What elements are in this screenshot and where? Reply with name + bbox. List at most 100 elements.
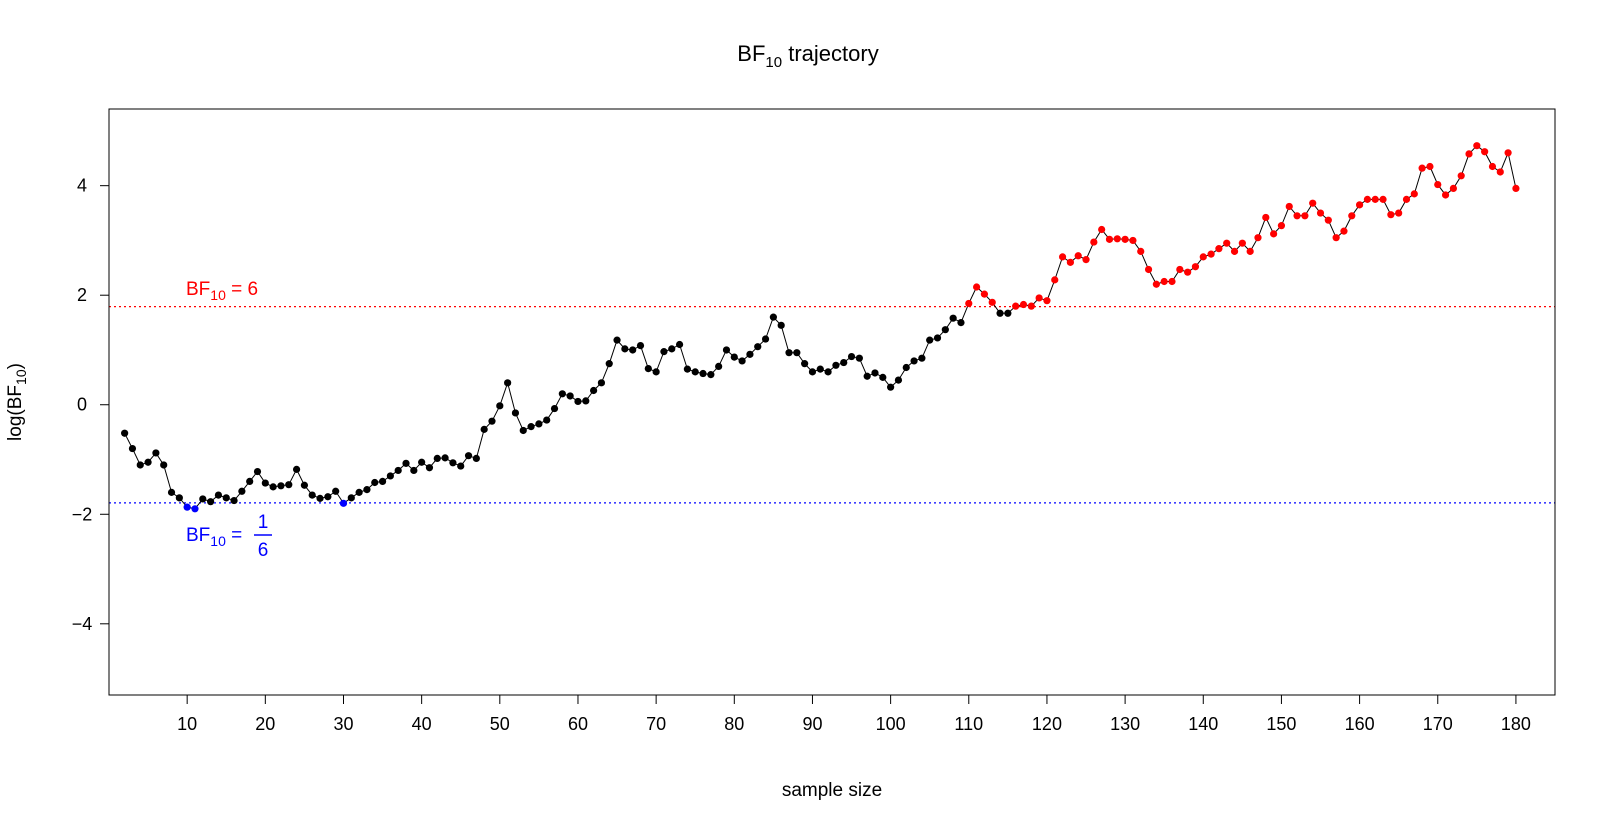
data-point [629,346,637,354]
data-point [1207,250,1215,258]
data-point [582,397,590,405]
data-point [1246,247,1254,255]
chart-title-subscript: 10 [765,54,782,71]
data-point [793,349,801,357]
chart-title: BF10 trajectory [737,41,878,71]
data-point [715,362,723,370]
data-point [1160,277,1168,286]
data-point [128,444,137,453]
data-point [433,454,441,463]
data-point [1113,235,1121,243]
data-point [292,465,301,473]
data-point [1465,150,1473,158]
lower-label-subscript: 10 [210,533,226,549]
data-point [1363,195,1372,203]
data-point [683,365,692,373]
data-point [1019,300,1028,309]
data-points [121,142,1520,513]
data-point [1152,280,1160,288]
x-tick-label: 60 [568,714,588,734]
x-tick-label: 130 [1110,714,1140,734]
data-point [339,499,348,507]
data-point [1043,297,1051,305]
data-point [1355,201,1364,209]
y-axis-label-after: ) [5,363,26,369]
data-point [980,290,989,298]
x-axis-label: sample size [782,780,882,801]
data-point [871,369,879,377]
data-point [418,458,426,466]
data-point [1129,236,1137,245]
data-point [1441,191,1450,199]
data-point [378,477,387,486]
data-point [1176,265,1184,274]
data-point [1004,309,1012,317]
y-axis: −4 −2 0 2 4 [72,176,110,634]
lower-label-numerator: 1 [258,512,269,533]
data-point [144,458,152,466]
data-point [550,404,559,413]
data-point [933,334,942,342]
data-point [941,326,949,334]
data-point [253,467,262,476]
data-point [1340,227,1348,235]
x-axis: 10 20 30 40 50 60 70 80 90 100 110 120 130 140 150 160 1… [177,694,1531,734]
data-point [566,392,574,400]
data-point [902,363,910,372]
data-point [285,481,293,489]
data-point [824,368,832,376]
data-point [441,454,449,462]
upper-threshold-label: BF10 = 6 [186,279,258,303]
data-point [738,357,746,365]
x-tick-label: 150 [1266,714,1296,734]
data-point [386,472,394,480]
data-point [1105,235,1114,243]
data-point [707,371,715,379]
upper-label-subscript: 10 [210,287,226,303]
lower-threshold-label: BF10 = 1 6 [186,512,272,561]
data-point [949,314,957,322]
data-point [754,343,762,351]
data-point [1168,277,1176,286]
data-point [1496,168,1504,176]
data-point [1379,195,1387,203]
data-point [308,491,316,499]
x-tick-label: 70 [646,714,666,734]
data-point [316,494,324,502]
x-tick-label: 160 [1345,714,1375,734]
data-point [660,348,668,356]
data-point [167,488,176,496]
data-point [1293,212,1301,220]
data-point [1098,225,1106,234]
chart-title-rest: trajectory [782,41,879,66]
data-point [402,459,410,467]
data-point [1262,213,1270,222]
data-point [1184,268,1192,276]
data-point [1332,234,1340,242]
data-point [230,496,238,505]
data-point [238,487,246,495]
data-point [847,352,856,361]
data-point [1457,172,1465,180]
data-point [472,454,480,463]
data-point [1058,253,1067,261]
x-tick-label: 50 [490,714,510,734]
data-point [371,478,379,487]
data-point [973,283,981,291]
data-point [644,364,652,373]
x-tick-label: 110 [954,714,983,734]
data-point [652,368,660,376]
data-point [175,494,183,502]
data-point [511,409,520,417]
data-point [1027,302,1035,310]
data-point [1223,239,1231,247]
y-tick-label: 0 [77,395,87,415]
data-point [1504,149,1512,157]
data-point [1316,209,1325,217]
data-point [1512,184,1520,193]
data-point [1481,148,1489,156]
x-tick-label: 100 [876,714,906,734]
data-point [918,354,926,362]
data-point [699,369,707,378]
